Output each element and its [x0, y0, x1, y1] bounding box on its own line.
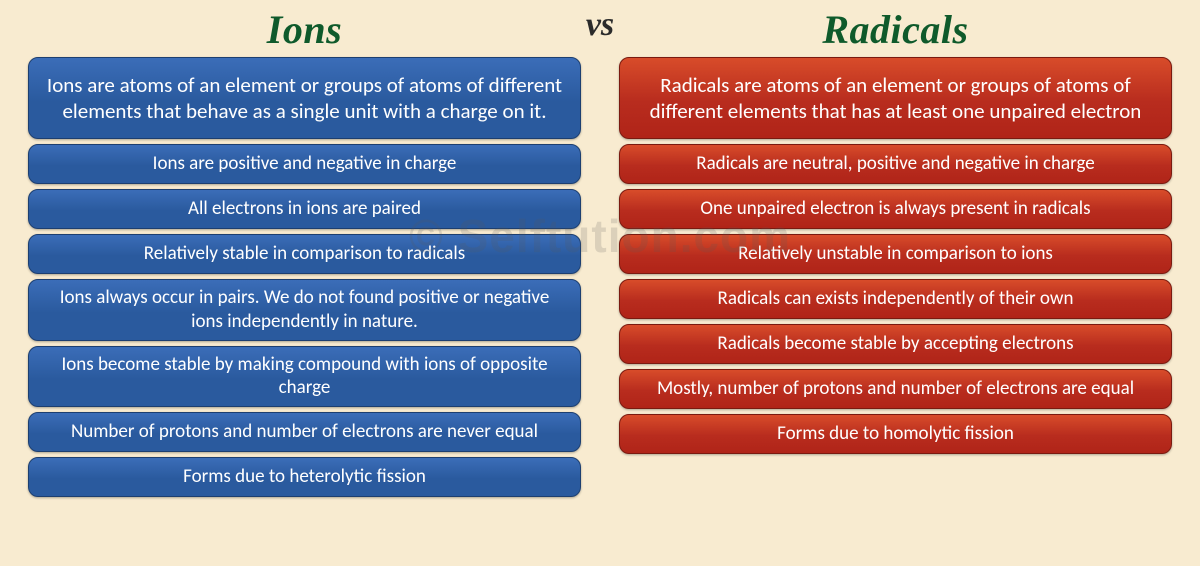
radicals-point-2: Radicals are neutral, positive and negat…: [619, 144, 1172, 184]
ions-point-8: Forms due to heterolytic fission: [28, 457, 581, 497]
radicals-point-1: Radicals are atoms of an element or grou…: [619, 57, 1172, 139]
comparison-container: vs © Selftution.com Ions Ions are atoms …: [0, 0, 1200, 512]
ions-point-1: Ions are atoms of an element or groups o…: [28, 57, 581, 139]
ions-point-2: Ions are positive and negative in charge: [28, 144, 581, 184]
radicals-point-8: Forms due to homolytic fission: [619, 414, 1172, 454]
radicals-point-4: Relatively unstable in comparison to ion…: [619, 234, 1172, 274]
ions-point-6: Ions become stable by making compound wi…: [28, 346, 581, 408]
ions-point-4: Relatively stable in comparison to radic…: [28, 234, 581, 274]
ions-point-5: Ions always occur in pairs. We do not fo…: [28, 279, 581, 341]
radicals-point-5: Radicals can exists independently of the…: [619, 279, 1172, 319]
radicals-column: Radicals Radicals are atoms of an elemen…: [619, 6, 1172, 502]
ions-heading: Ions: [28, 6, 581, 53]
ions-column: Ions Ions are atoms of an element or gro…: [28, 6, 581, 502]
radicals-heading: Radicals: [619, 6, 1172, 53]
ions-point-7: Number of protons and number of electron…: [28, 412, 581, 452]
vs-label: vs: [586, 6, 614, 44]
radicals-point-6: Radicals become stable by accepting elec…: [619, 324, 1172, 364]
radicals-point-7: Mostly, number of protons and number of …: [619, 369, 1172, 409]
ions-point-3: All electrons in ions are paired: [28, 189, 581, 229]
radicals-point-3: One unpaired electron is always present …: [619, 189, 1172, 229]
